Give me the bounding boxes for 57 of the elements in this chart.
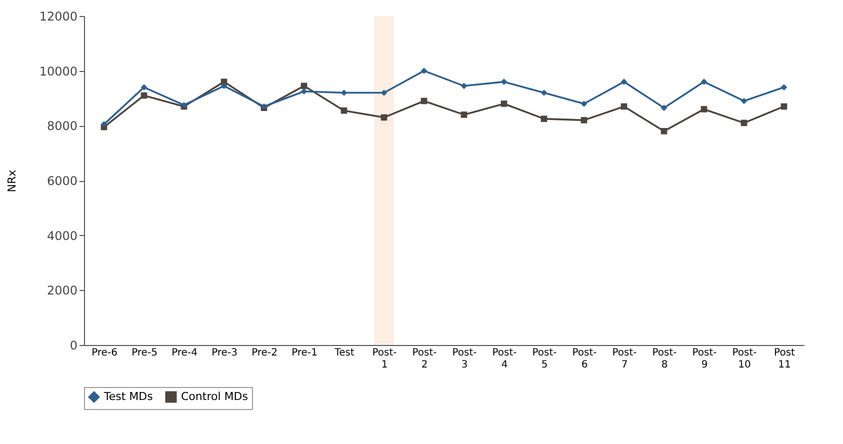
x-tick-label: Post 11 — [774, 348, 796, 370]
point — [140, 84, 148, 90]
point — [700, 78, 708, 85]
point — [780, 103, 788, 110]
point — [300, 88, 308, 95]
x-tick-label: Pre-5 — [132, 348, 158, 358]
point — [620, 78, 628, 85]
point — [380, 90, 388, 96]
x-tick-label: Post- 1 — [372, 348, 398, 370]
point — [740, 98, 748, 104]
point — [340, 90, 348, 96]
x-tick-label: Post- 5 — [532, 348, 558, 370]
point — [660, 128, 668, 134]
x-tick-label: Pre-2 — [252, 348, 278, 358]
point — [620, 103, 628, 110]
y-axis-title: NRx — [5, 169, 18, 192]
point — [500, 78, 508, 85]
point — [660, 104, 668, 112]
point — [540, 116, 548, 122]
y-tick-label: 4000 — [46, 228, 78, 243]
x-tick-label: Post- 9 — [692, 348, 718, 370]
point — [580, 100, 588, 107]
legend-label: Control MDs — [181, 390, 248, 403]
point — [100, 121, 108, 128]
point — [380, 114, 388, 121]
y-tick-label: 10000 — [39, 64, 78, 78]
x-tick-label: Post- 6 — [572, 348, 598, 370]
x-tick-label: Post- 7 — [612, 348, 638, 370]
x-tick-label: Pre-4 — [172, 348, 198, 358]
x-tick-label: Test — [334, 348, 354, 358]
y-tick-label: 2000 — [46, 284, 78, 298]
point — [700, 106, 708, 112]
x-tick-label: Pre-3 — [212, 348, 238, 358]
x-tick-label: Post- 2 — [412, 348, 438, 370]
x-tick-label: Post- 3 — [452, 348, 478, 370]
x-tick-label: Post- 10 — [732, 348, 758, 370]
point — [460, 82, 468, 90]
x-tick-label: Pre-6 — [92, 348, 118, 358]
y-tick-label: 6000 — [46, 174, 78, 188]
point — [340, 107, 348, 114]
x-tick-label: Post- 8 — [652, 348, 678, 370]
point — [540, 90, 548, 96]
y-tick-label: 8000 — [46, 119, 78, 134]
point — [420, 68, 428, 74]
point — [580, 117, 588, 124]
point — [740, 120, 748, 126]
x-tick-label: Post- 4 — [492, 348, 518, 370]
point — [420, 98, 428, 104]
point — [500, 100, 508, 107]
y-tick-label: 12000 — [39, 10, 78, 24]
point — [220, 82, 228, 90]
y-tick-label: 0 — [70, 338, 78, 352]
legend-label: Test MDs — [103, 390, 154, 403]
point — [140, 92, 148, 99]
point — [460, 112, 468, 118]
x-tick-label: Pre-1 — [292, 348, 318, 358]
point — [780, 84, 788, 90]
